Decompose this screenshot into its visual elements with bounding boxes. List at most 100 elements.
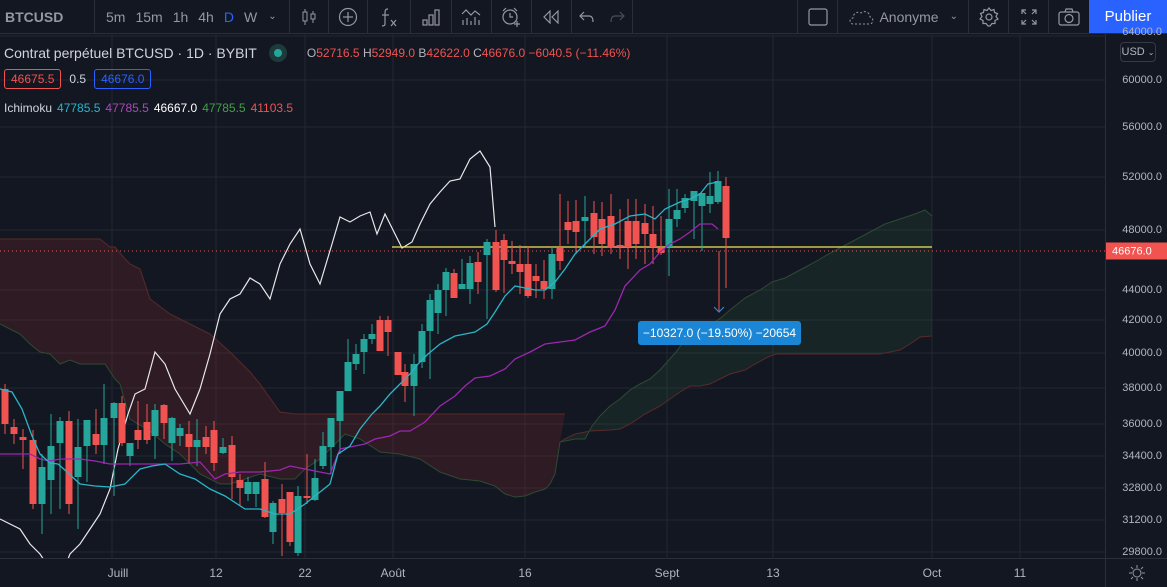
settings-button[interactable] xyxy=(969,0,1009,33)
current-price-label: 46676.0 xyxy=(1106,242,1167,260)
fullscreen-button[interactable] xyxy=(1009,0,1049,33)
candle-down xyxy=(202,437,210,447)
candle-down xyxy=(564,222,572,230)
interval-15m[interactable]: 15m xyxy=(135,8,163,25)
candle-up xyxy=(74,447,82,477)
candle-up xyxy=(458,284,466,289)
candle-down xyxy=(384,320,392,332)
candle-up xyxy=(581,217,589,221)
candle-up xyxy=(673,210,681,219)
chikou-line xyxy=(0,150,496,558)
candle-down xyxy=(624,221,632,247)
price-change: −6040.5 (−11.46%) xyxy=(528,46,631,60)
axis-settings-button[interactable] xyxy=(1105,558,1167,587)
candle-up xyxy=(690,191,698,201)
redo-button[interactable] xyxy=(602,0,633,33)
account-menu[interactable]: Anonyme ⌄ xyxy=(838,0,969,33)
candle-down xyxy=(65,421,73,504)
span-a-line xyxy=(0,323,561,498)
candle-down xyxy=(286,492,294,542)
price-label: 36000.0 xyxy=(1122,418,1162,430)
price-label: 56000.0 xyxy=(1122,121,1162,133)
price-label: 40000.0 xyxy=(1122,347,1162,359)
interval-D[interactable]: D xyxy=(223,8,234,25)
candle-down xyxy=(303,496,311,498)
sell-price-button[interactable]: 46675.5 xyxy=(4,69,62,89)
price-label: 32800.0 xyxy=(1122,482,1162,494)
span-a-line xyxy=(559,209,933,443)
candle-up xyxy=(100,418,108,445)
financials-button[interactable] xyxy=(411,0,452,33)
time-label: 16 xyxy=(518,566,532,580)
price-axis[interactable]: 64000.0 USD ⌄ 60000.0 56000.0 52000.0 48000… xyxy=(1105,26,1167,558)
candle-up xyxy=(294,496,302,553)
candle-down xyxy=(160,405,168,423)
chart-legend: Contrat perpétuel BTCUSD · 1D · BYBIT O5… xyxy=(4,44,630,62)
candle-down xyxy=(607,216,615,248)
candle-up xyxy=(219,447,227,453)
candle-up xyxy=(418,331,426,362)
candle-down xyxy=(92,434,100,445)
compare-symbol-button[interactable] xyxy=(329,0,368,33)
buy-price-button[interactable]: 46676.0 xyxy=(94,69,152,89)
candle-up xyxy=(681,198,689,208)
measure-tool-label[interactable]: −10327.0 (−19.50%) −20654 xyxy=(638,321,801,345)
chevron-down-icon[interactable]: ⌄ xyxy=(268,11,277,22)
interval-1h[interactable]: 1h xyxy=(172,8,189,25)
candle-up xyxy=(426,300,434,331)
candle-down xyxy=(649,234,657,247)
square-layout-icon xyxy=(808,7,828,26)
candle-up xyxy=(110,403,118,418)
candle-up xyxy=(483,242,491,255)
candles-icon xyxy=(302,8,316,25)
time-axis[interactable]: Juill 12 22 Août 16 Sept 13 Oct 11 xyxy=(0,558,1105,587)
fullscreen-icon xyxy=(1020,8,1037,25)
currency-button[interactable]: USD ⌄ xyxy=(1120,42,1156,62)
layout-button[interactable] xyxy=(798,0,839,33)
undo-button[interactable] xyxy=(572,0,602,33)
candle-down xyxy=(394,352,402,375)
snapshot-button[interactable] xyxy=(1049,0,1089,33)
publish-button[interactable]: Publier xyxy=(1089,0,1167,33)
alert-button[interactable] xyxy=(492,0,532,33)
interval-selector: 5m 15m 1h 4h D W ⌄ xyxy=(95,0,290,33)
chart-type-button[interactable] xyxy=(290,0,329,33)
candle-down xyxy=(572,221,580,232)
time-label: 22 xyxy=(298,566,312,580)
redo-icon xyxy=(609,11,625,22)
candle-up xyxy=(151,410,159,436)
cloud-bearish xyxy=(0,239,565,497)
candle-down xyxy=(556,248,564,261)
account-label: Anonyme xyxy=(879,8,939,25)
candle-down xyxy=(118,403,126,443)
candle-down xyxy=(492,242,500,290)
interval-W[interactable]: W xyxy=(243,8,258,25)
time-label: Juill xyxy=(107,566,129,580)
tenkan-value: 47785.5 xyxy=(57,101,101,115)
ichimoku-legend[interactable]: Ichimoku 47785.5 47785.5 46667.0 47785.5… xyxy=(4,101,293,115)
span-b-value: 41103.5 xyxy=(250,101,294,115)
candle-up xyxy=(126,443,134,456)
symbol-search-button[interactable]: BTCUSD xyxy=(0,0,95,33)
candle-up xyxy=(548,254,556,289)
candle-down xyxy=(641,223,649,234)
candle-up xyxy=(434,290,442,313)
interval-5m[interactable]: 5m xyxy=(106,8,126,25)
candle-up xyxy=(311,478,319,500)
candle-up xyxy=(368,334,376,339)
kijun-value: 47785.5 xyxy=(105,101,149,115)
price-label: 52000.0 xyxy=(1122,171,1162,183)
replay-button[interactable] xyxy=(532,0,572,33)
candle-down xyxy=(524,264,532,296)
candle-down xyxy=(722,186,730,238)
candle-up xyxy=(327,418,335,447)
indicators-button[interactable] xyxy=(368,0,411,33)
interval-4h[interactable]: 4h xyxy=(198,8,214,25)
symbol-title[interactable]: Contrat perpétuel BTCUSD · 1D · BYBIT xyxy=(4,45,257,61)
candle-down xyxy=(500,240,508,260)
candle-down xyxy=(508,261,516,264)
templates-button[interactable] xyxy=(452,0,492,33)
tenkan-line xyxy=(0,181,719,515)
arrow-down-icon xyxy=(713,306,725,313)
candle-down xyxy=(516,264,524,272)
